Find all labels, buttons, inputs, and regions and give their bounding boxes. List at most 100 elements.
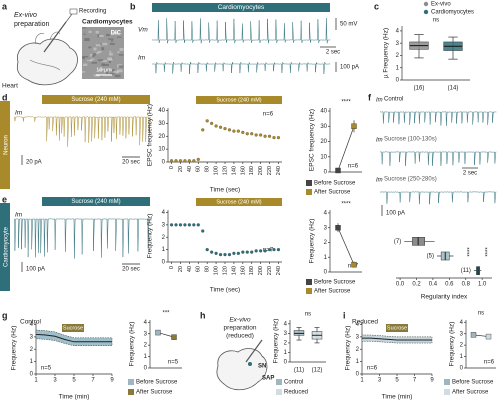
panel-label: f [368,92,372,102]
dic-texture [103,64,109,66]
dic-texture [114,74,121,78]
x-tick-label: 140 [231,266,237,275]
y-tick-label: 0 [30,372,34,378]
header-label: Sucrose [387,325,407,331]
x-tick-label: 3 [53,378,57,384]
y-tick-label: 2 [356,347,360,353]
legend-marker [128,379,134,385]
y-tick-label: 3 [396,41,400,47]
x-tick-label: 200 [258,266,264,275]
panel-label: c [374,1,379,11]
x-tick-label: 7 [413,378,417,384]
x-axis-label: Time (sec) [210,287,240,294]
legend-label: After Sucrose [314,289,351,295]
x-tick-label: 200 [258,166,264,175]
annotation: n=5 [168,360,179,366]
y-tick-label: 4 [356,322,360,328]
dic-texture [110,40,113,42]
y-tick-label: 10 [158,147,165,153]
label: 20 sec [122,267,140,273]
pipette [43,21,67,53]
label: SAP [262,376,274,382]
dic-texture [107,57,113,61]
error-band [361,334,433,344]
y-tick-label: 40 [320,109,327,115]
y-tick-label: 0 [162,160,166,166]
header-bar [386,324,408,332]
x-axis-label: Time (min) [59,394,90,401]
label: Cardiomyocyte [4,226,10,267]
point [276,248,281,252]
y-axis-label: Frequency (Hz) [147,214,154,259]
x-tick-label: 0.6 [445,282,454,288]
dic-texture [119,48,124,51]
label: Im [376,138,383,144]
legend-label: Before Sucrose [314,181,356,187]
mean-marker [351,261,357,268]
x-tick-label: 80 [205,266,211,272]
y-tick-label: 4 [324,211,328,217]
legend-marker [128,389,134,395]
x-tick-label: 1.0 [478,282,487,288]
y-axis-label: Frequency (Hz) [11,326,18,371]
y-tick-label: 2 [30,347,34,353]
annotation: n=6 [367,366,378,372]
point [214,124,218,128]
x-tick-label: 180 [249,166,255,175]
n-label: (7) [394,239,401,245]
dic-texture [102,42,108,46]
dic-texture [90,58,95,60]
header-bar [62,324,84,332]
x-tick-label: 3 [378,378,382,384]
y-axis-label: EPSC frequency (Hz) [309,109,316,171]
label: 20 pA [26,160,42,166]
trace [379,191,497,205]
dic-texture [83,33,86,35]
mean-marker [335,225,341,231]
x-tick-label: 20 [178,166,184,172]
y-tick-label: 0 [396,78,400,84]
box [293,330,305,336]
n-label: (11) [294,368,304,374]
point [245,250,249,254]
annotation: **** [341,100,351,106]
x-tick-label: 0.8 [462,282,471,288]
y-tick-label: 2 [284,340,288,346]
x-tick-label: 9 [430,378,434,384]
x-tick-label: 220 [267,266,273,275]
annotation: **** [468,247,474,257]
point [218,125,223,129]
point [178,159,183,163]
x-tick-label: 140 [231,166,237,175]
y-tick-label: 20 [158,134,165,140]
y-axis-label: EPSC frequency (Hz) [147,104,154,166]
dic-texture [98,34,104,38]
mean-marker [171,334,177,340]
point [236,129,240,133]
label: Recording [79,9,106,15]
n-label: (11) [461,268,471,274]
dic-texture [101,47,105,51]
label: DIC [111,31,122,37]
label: Neuron [4,135,10,155]
dic-texture [106,71,109,75]
dic-texture [99,68,104,71]
mean-marker [155,329,161,336]
point [241,130,245,135]
y-tick-label: 1 [144,354,148,360]
dic-texture [117,65,120,68]
y-tick-label: 0 [460,366,464,372]
y-tick-label: 20 [320,139,327,145]
y-tick-label: 2 [396,53,400,59]
x-tick-label: 5 [72,378,76,384]
y-tick-label: 4 [30,322,34,328]
label: 50 mV [340,22,357,28]
label: 10 µm [96,67,112,73]
y-axis-label: Frequency (Hz) [449,322,456,367]
y-tick-label: 3 [324,225,328,231]
annotation: n=6 [484,360,495,366]
connector [337,126,355,171]
dic-texture [98,59,104,62]
